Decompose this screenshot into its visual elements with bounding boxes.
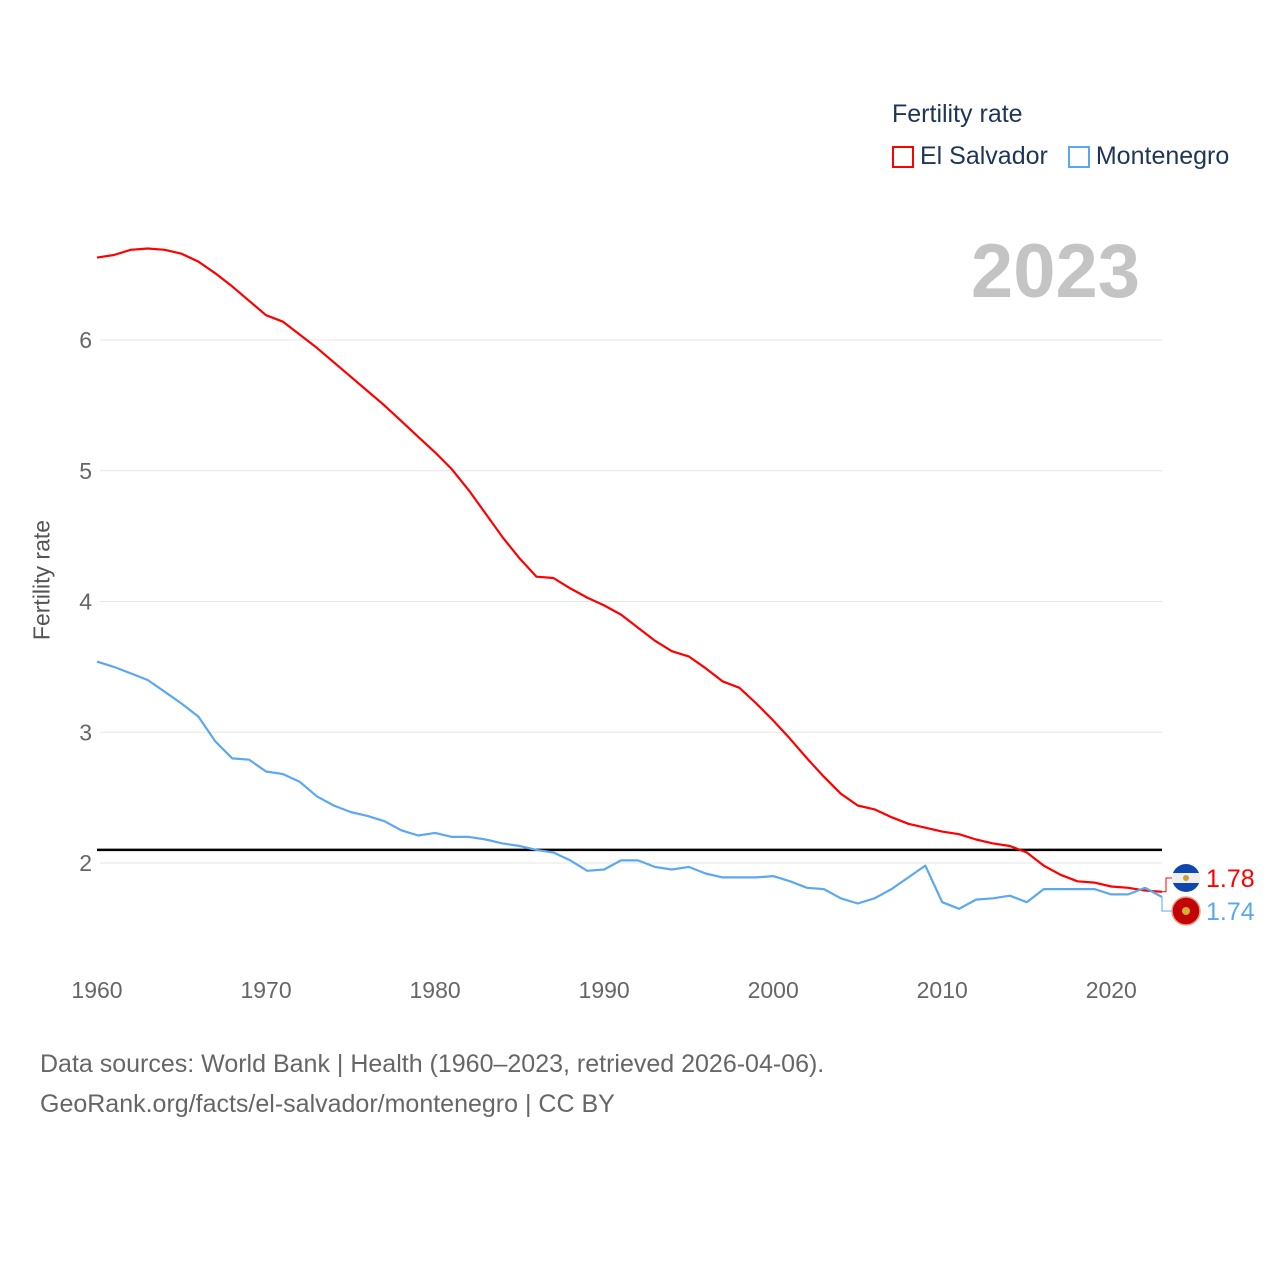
legend-label: Montenegro: [1095, 142, 1230, 170]
x-tick-label: 1990: [579, 977, 630, 1003]
x-tick-label: 2020: [1086, 977, 1137, 1003]
x-tick-label: 2000: [748, 977, 799, 1003]
x-tick-label: 2010: [917, 977, 968, 1003]
legend-swatch-el-salvador: [892, 145, 914, 168]
series-line-el-salvador: [96, 247, 1163, 893]
legend: El Salvador Montenegro: [892, 142, 1229, 171]
footer: Data sources: World Bank | Health (1960–…: [40, 1044, 824, 1124]
legend-swatch-montenegro: [1067, 145, 1090, 168]
flag-band: [1172, 883, 1200, 892]
legend-title: Fertility rate: [892, 100, 1023, 128]
connector-el-salvador: [1162, 877, 1172, 893]
connector-montenegro: [1161, 896, 1172, 912]
source-url: GeoRank.org/facts/el-salvador/montenegro…: [40, 1090, 615, 1118]
y-tick-label: 5: [79, 458, 92, 484]
y-tick-label: 4: [79, 589, 92, 615]
y-tick-label: 6: [79, 327, 92, 353]
legend-item-montenegro[interactable]: Montenegro: [1067, 142, 1230, 171]
end-label-el-salvador: 1.78: [1206, 865, 1255, 893]
flag-band: [1172, 864, 1200, 873]
flag-emblem: [1183, 875, 1189, 881]
y-tick-label: 2: [79, 850, 92, 876]
y-axis-label: Fertility rate: [28, 519, 55, 641]
x-tick-label: 1980: [410, 977, 461, 1003]
legend-item-el-salvador[interactable]: El Salvador: [892, 142, 1048, 171]
legend-label: El Salvador: [920, 142, 1048, 170]
data-source: Data sources: World Bank | Health (1960–…: [40, 1050, 825, 1078]
flag-emblem: [1182, 907, 1190, 915]
x-tick-label: 1970: [240, 977, 291, 1003]
y-tick-label: 3: [79, 719, 92, 745]
x-tick-label: 1960: [71, 977, 122, 1003]
year-display: 2023: [970, 229, 1140, 314]
series-line-montenegro: [96, 660, 1163, 910]
end-label-montenegro: 1.74: [1206, 898, 1255, 926]
